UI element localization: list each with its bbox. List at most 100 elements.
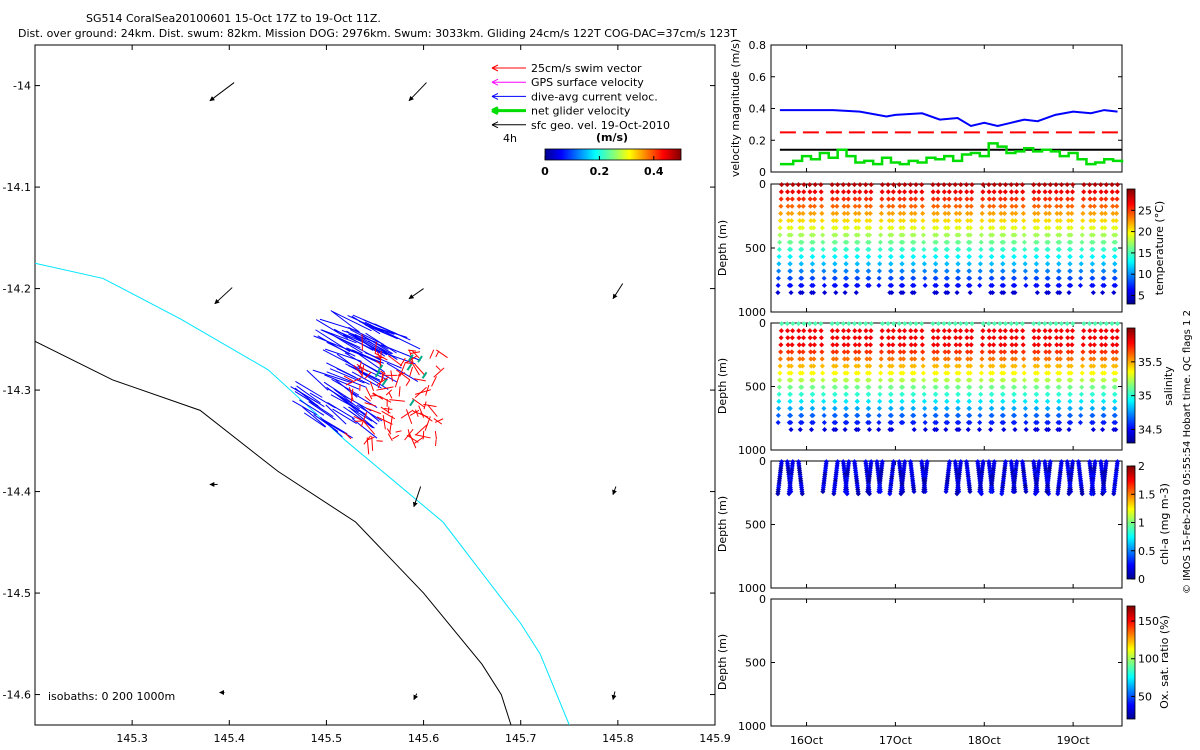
profile-point — [797, 282, 804, 288]
profile-point — [1068, 218, 1075, 224]
profile-point — [1087, 342, 1093, 348]
profile-point — [787, 261, 793, 267]
profile-point — [1099, 210, 1105, 216]
profile-point — [1035, 210, 1041, 216]
ytick-label: 0 — [759, 593, 766, 606]
profile-point — [1103, 328, 1109, 334]
profile-point — [1078, 275, 1084, 281]
profile-point — [1043, 342, 1049, 348]
profile-point — [1080, 342, 1086, 348]
profile-point — [1032, 427, 1038, 433]
profile-point — [1034, 232, 1040, 238]
profile-point — [1031, 342, 1037, 348]
profile-point — [776, 405, 782, 411]
profile-point — [911, 363, 918, 369]
profile-point — [1031, 328, 1037, 334]
ytick-label: 500 — [745, 519, 766, 532]
profile-point — [891, 182, 897, 188]
profile-point — [969, 321, 975, 327]
dac-vector — [306, 369, 329, 391]
profile-point — [1019, 321, 1025, 327]
swim-vector — [375, 353, 388, 361]
profile-point — [1110, 225, 1117, 231]
velocity-series-0 — [779, 109, 1118, 128]
profile-point — [1101, 261, 1107, 267]
profile-point — [1033, 261, 1039, 267]
profile-point — [908, 196, 914, 202]
profile-point — [1020, 328, 1026, 334]
profile-point — [935, 196, 941, 202]
profile-point — [1100, 282, 1106, 288]
xtick-label: 18Oct — [968, 734, 1002, 747]
profile-point — [841, 196, 847, 202]
swim-vector — [435, 350, 440, 358]
profile-point — [1047, 182, 1053, 188]
profile-point — [1066, 363, 1072, 369]
profile-point — [921, 384, 927, 390]
profile-point — [1047, 342, 1053, 348]
profile-point — [1032, 349, 1038, 355]
profile-point — [844, 239, 850, 245]
profile-point — [1078, 391, 1084, 397]
profile-point — [1013, 203, 1019, 209]
colorbar-tick-label: 20 — [1138, 226, 1152, 239]
net-velocity-vector — [381, 378, 388, 387]
profile-point — [775, 282, 781, 288]
profile-point — [846, 182, 852, 188]
profile-point — [1067, 254, 1073, 260]
profile-point — [1068, 225, 1074, 231]
profile-point — [946, 328, 952, 334]
profile-point — [1099, 491, 1106, 497]
profile-point — [1047, 335, 1053, 341]
profile-point — [1002, 342, 1008, 348]
profile-point — [1066, 275, 1073, 281]
profile-point — [1054, 210, 1060, 216]
profile-point — [778, 349, 784, 355]
profile-point — [775, 491, 781, 497]
profile-point — [1047, 321, 1053, 327]
profile-point — [990, 363, 996, 369]
dac-vector — [385, 331, 421, 350]
profile-point — [1054, 218, 1060, 224]
profile-point — [844, 246, 850, 252]
swim-vector — [424, 416, 431, 431]
profile-point — [810, 377, 816, 383]
legend-interval-label: 4h — [503, 132, 517, 145]
profile-point — [856, 196, 863, 202]
profile-point — [1059, 182, 1065, 188]
profile-point — [876, 282, 882, 288]
profile-point — [990, 349, 996, 355]
profile-point — [1065, 349, 1071, 355]
profile-point — [1054, 349, 1060, 355]
profile-point — [966, 254, 973, 260]
profile-point — [1056, 391, 1062, 397]
profile-point — [877, 377, 883, 383]
profile-point — [811, 342, 818, 348]
profile-point — [776, 261, 782, 267]
isobath-200m — [35, 262, 570, 725]
swim-vector — [406, 434, 419, 443]
profile-point — [808, 427, 815, 433]
velocity-axes-box — [770, 44, 1123, 173]
profile-point — [991, 196, 997, 202]
profile-point — [999, 491, 1005, 497]
swim-vector — [427, 404, 438, 417]
map-colorbar-tick-label: 0.4 — [644, 165, 664, 178]
profile-point — [887, 427, 893, 433]
profile-point — [1102, 349, 1108, 355]
profile-point — [1090, 239, 1096, 245]
profile-point — [1068, 377, 1074, 383]
profile-point — [1102, 356, 1108, 362]
profile-point — [1056, 246, 1062, 252]
profile-point — [1043, 363, 1049, 369]
geo-velocity-arrow — [413, 693, 419, 701]
profile-point — [999, 275, 1005, 281]
profile-point — [845, 356, 851, 362]
profile-point — [946, 196, 952, 202]
profile-point — [955, 261, 961, 267]
profile-point — [952, 328, 959, 334]
profile-point — [886, 349, 892, 355]
profile-point — [1081, 182, 1087, 188]
dac-vector — [296, 389, 325, 408]
profile-point — [1046, 232, 1052, 238]
